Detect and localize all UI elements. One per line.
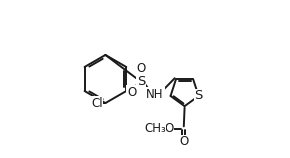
Text: O: O [179,135,188,148]
Text: NH: NH [146,88,164,101]
Text: O: O [137,62,146,75]
Text: CH₃: CH₃ [144,122,166,135]
Text: S: S [194,89,203,103]
Text: S: S [137,75,145,88]
Text: O: O [127,86,136,99]
Text: O: O [164,122,174,135]
Text: Cl: Cl [91,97,103,109]
